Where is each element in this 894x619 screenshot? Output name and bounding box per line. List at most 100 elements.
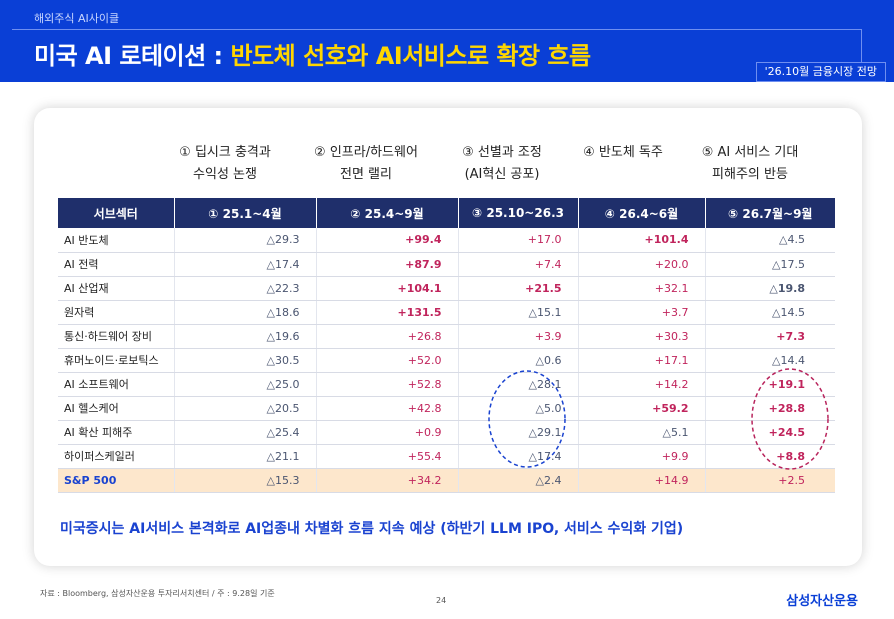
table-cell: +32.1 <box>578 276 706 301</box>
table-cell: +2.5 <box>705 468 835 493</box>
table-cell: △18.6 <box>174 300 317 325</box>
table-cell: +34.2 <box>316 468 459 493</box>
table-cell: +59.2 <box>578 396 706 421</box>
table-row: 휴머노이드·로보틱스 △30.5 +52.0 △0.6 +17.1 △14.4 <box>58 348 835 373</box>
table-cell: +131.5 <box>316 300 459 325</box>
phase-5-line1: ⑤ AI 서비스 기대 <box>701 145 799 160</box>
header-phase-3: ③ 25.10~26.3 <box>458 198 579 228</box>
table-row: 하이퍼스케일러 △21.1 +55.4 △17.4 +9.9 +8.8 <box>58 444 835 469</box>
table-cell: △29.1 <box>458 420 579 445</box>
table-cell: +55.4 <box>316 444 459 469</box>
table-cell: +24.5 <box>705 420 835 445</box>
table-cell: +0.9 <box>316 420 459 445</box>
phase-1-line1: ① 딥시크 충격과 <box>179 145 271 160</box>
phase-5-line2: 피해주의 반등 <box>712 167 788 182</box>
table-cell: +17.1 <box>578 348 706 373</box>
table-row: AI 헬스케어 △20.5 +42.8 △5.0 +59.2 +28.8 <box>58 396 835 421</box>
source-note: 자료 : Bloomberg, 삼성자산운용 투자리서치센터 / 주 : 9.2… <box>40 589 275 598</box>
table-cell: △14.4 <box>705 348 835 373</box>
table-cell: △21.1 <box>174 444 317 469</box>
phase-2-line1: ② 인프라/하드웨어 <box>314 145 418 160</box>
page-number: 24 <box>436 596 447 605</box>
phase-4-label: ④ 반도체 독주 <box>568 142 678 164</box>
table-cell: +87.9 <box>316 252 459 277</box>
row-label: AI 헬스케어 <box>58 396 175 421</box>
table-cell: +21.5 <box>458 276 579 301</box>
table-cell: +26.8 <box>316 324 459 349</box>
date-badge: '26.10월 금융시장 전망 <box>755 62 886 82</box>
phase-3-line1: ③ 선별과 조정 <box>462 145 542 160</box>
summary-text: 미국증시는 AI서비스 본격화로 AI업종내 차별화 흐름 지속 예상 (하반기… <box>60 521 684 537</box>
header-bar <box>0 0 894 82</box>
table-cell: +7.4 <box>458 252 579 277</box>
row-label: 통신·하드웨어 장비 <box>58 324 175 349</box>
header-phase-4: ④ 26.4~6월 <box>578 198 706 228</box>
table-cell: +3.7 <box>578 300 706 325</box>
table-cell: △29.3 <box>174 228 317 253</box>
table-cell: △15.1 <box>458 300 579 325</box>
table-cell: +20.0 <box>578 252 706 277</box>
table-row: 통신·하드웨어 장비 △19.6 +26.8 +3.9 +30.3 +7.3 <box>58 324 835 349</box>
row-label: 하이퍼스케일러 <box>58 444 175 469</box>
phase-1-line2: 수익성 논쟁 <box>193 167 257 182</box>
row-label: AI 반도체 <box>58 228 175 253</box>
phase-3-label: ③ 선별과 조정 (AI혁신 공포) <box>447 142 557 186</box>
phase-4-line1: ④ 반도체 독주 <box>583 145 663 160</box>
table-cell: +104.1 <box>316 276 459 301</box>
table-cell: △19.6 <box>174 324 317 349</box>
header-phase-1: ① 25.1~4월 <box>174 198 317 228</box>
table-cell: +52.0 <box>316 348 459 373</box>
table-cell: △17.4 <box>458 444 579 469</box>
table-cell: +8.8 <box>705 444 835 469</box>
table-row: AI 소프트웨어 △25.0 +52.8 △28.1 +14.2 +19.1 <box>58 372 835 397</box>
table-header-row: 서브섹터 ① 25.1~4월 ② 25.4~9월 ③ 25.10~26.3 ④ … <box>58 198 835 228</box>
row-label: AI 산업재 <box>58 276 175 301</box>
sp500-row: S&P 500 △15.3 +34.2 △2.4 +14.9 +2.5 <box>58 468 835 493</box>
title-white: 미국 AI 로테이션 : <box>34 42 231 70</box>
row-label: 휴머노이드·로보틱스 <box>58 348 175 373</box>
table-cell: △17.4 <box>174 252 317 277</box>
table-cell: △25.4 <box>174 420 317 445</box>
phase-2-line2: 전면 랠리 <box>340 167 392 182</box>
table-row: 원자력 △18.6 +131.5 △15.1 +3.7 △14.5 <box>58 300 835 325</box>
page-title: 미국 AI 로테이션 : 반도체 선호와 AI서비스로 확장 흐름 <box>34 36 591 71</box>
table-cell: +101.4 <box>578 228 706 253</box>
row-label: AI 소프트웨어 <box>58 372 175 397</box>
table-cell: △22.3 <box>174 276 317 301</box>
header-subsector: 서브섹터 <box>58 198 175 228</box>
table-cell: △2.4 <box>458 468 579 493</box>
table-cell: +14.9 <box>578 468 706 493</box>
row-label: 원자력 <box>58 300 175 325</box>
table-cell: △25.0 <box>174 372 317 397</box>
table-cell: +19.1 <box>705 372 835 397</box>
table-cell: △5.0 <box>458 396 579 421</box>
table-cell: +52.8 <box>316 372 459 397</box>
kicker: 해외주식 AI사이클 <box>34 12 120 25</box>
header-phase-5: ⑤ 26.7월~9월 <box>705 198 835 228</box>
table-cell: △19.8 <box>705 276 835 301</box>
table-cell: △15.3 <box>174 468 317 493</box>
table-cell: △17.5 <box>705 252 835 277</box>
header-phase-2: ② 25.4~9월 <box>316 198 459 228</box>
header-frame-line <box>12 29 862 71</box>
table-cell: +7.3 <box>705 324 835 349</box>
performance-table: 서브섹터 ① 25.1~4월 ② 25.4~9월 ③ 25.10~26.3 ④ … <box>58 198 835 493</box>
table-row: AI 산업재 △22.3 +104.1 +21.5 +32.1 △19.8 <box>58 276 835 301</box>
row-label: S&P 500 <box>58 468 175 493</box>
table-cell: △20.5 <box>174 396 317 421</box>
table-cell: △28.1 <box>458 372 579 397</box>
table-cell: △14.5 <box>705 300 835 325</box>
table-row: AI 전력 △17.4 +87.9 +7.4 +20.0 △17.5 <box>58 252 835 277</box>
phase-3-line2: (AI혁신 공포) <box>464 167 540 182</box>
row-label: AI 확산 피해주 <box>58 420 175 445</box>
table-cell: △30.5 <box>174 348 317 373</box>
table-row: AI 확산 피해주 △25.4 +0.9 △29.1 △5.1 +24.5 <box>58 420 835 445</box>
table-cell: +42.8 <box>316 396 459 421</box>
company-logo: 삼성자산운용 <box>786 594 858 609</box>
title-highlight: 반도체 선호와 AI서비스로 확장 흐름 <box>230 42 592 70</box>
table-cell: +99.4 <box>316 228 459 253</box>
table-cell: △4.5 <box>705 228 835 253</box>
